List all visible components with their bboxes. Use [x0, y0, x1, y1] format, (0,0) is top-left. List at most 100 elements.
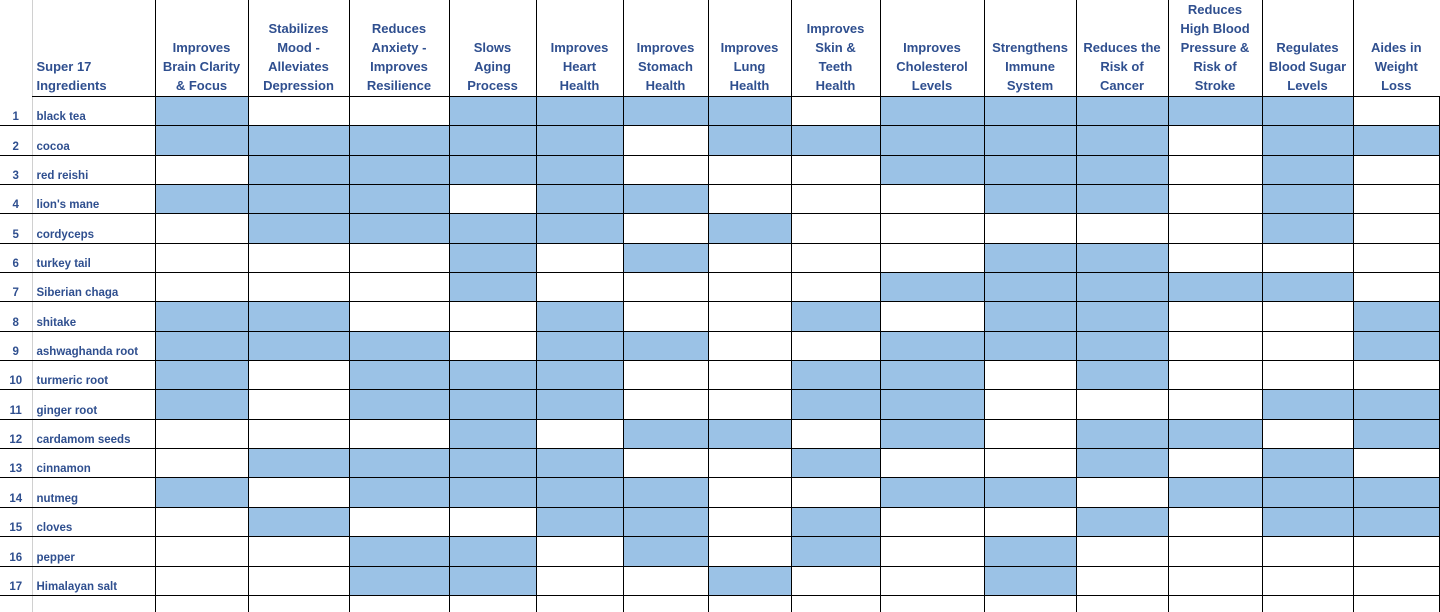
- benefit-header[interactable]: Reduces the Risk of Cancer: [1075, 0, 1168, 97]
- benefit-cell-empty[interactable]: [983, 448, 1077, 479]
- benefit-cell-marked[interactable]: [247, 184, 350, 215]
- benefit-cell-empty[interactable]: [1075, 536, 1169, 567]
- benefit-cell-marked[interactable]: [535, 477, 624, 508]
- row-number[interactable]: 1: [0, 96, 32, 127]
- benefit-cell-empty[interactable]: [1075, 565, 1169, 596]
- benefit-cell-marked[interactable]: [348, 389, 450, 420]
- benefit-header[interactable]: Improves Skin & Teeth Health: [790, 0, 880, 97]
- empty-cell[interactable]: [707, 594, 792, 612]
- ingredient-name[interactable]: red reishi: [31, 154, 156, 186]
- benefit-cell-marked[interactable]: [535, 154, 624, 186]
- benefit-cell-empty[interactable]: [879, 301, 985, 332]
- benefit-cell-marked[interactable]: [879, 477, 985, 508]
- benefit-cell-marked[interactable]: [983, 184, 1077, 215]
- benefit-cell-empty[interactable]: [154, 536, 249, 567]
- benefit-cell-marked[interactable]: [879, 389, 985, 420]
- benefit-cell-marked[interactable]: [247, 448, 350, 479]
- benefit-cell-empty[interactable]: [154, 213, 249, 244]
- benefit-cell-empty[interactable]: [622, 389, 709, 420]
- benefit-cell-empty[interactable]: [154, 242, 249, 274]
- benefit-cell-marked[interactable]: [448, 272, 537, 303]
- benefit-cell-marked[interactable]: [622, 95, 709, 127]
- benefit-header[interactable]: Improves Lung Health: [707, 0, 791, 97]
- benefit-cell-marked[interactable]: [983, 565, 1077, 596]
- benefit-cell-marked[interactable]: [448, 536, 537, 567]
- benefit-cell-empty[interactable]: [622, 565, 709, 596]
- benefit-cell-empty[interactable]: [1261, 536, 1354, 567]
- empty-cell[interactable]: [1167, 594, 1263, 612]
- benefit-cell-marked[interactable]: [1075, 448, 1169, 479]
- benefit-cell-marked[interactable]: [154, 125, 249, 156]
- benefit-cell-empty[interactable]: [1167, 213, 1263, 244]
- row-number[interactable]: 13: [0, 448, 32, 479]
- ingredient-name[interactable]: cinnamon: [31, 448, 156, 479]
- benefit-header[interactable]: Improves Stomach Health: [622, 0, 708, 97]
- benefit-cell-marked[interactable]: [1075, 154, 1169, 186]
- benefit-cell-marked[interactable]: [348, 536, 450, 567]
- row-number[interactable]: 4: [0, 184, 32, 215]
- benefit-cell-marked[interactable]: [1167, 477, 1263, 508]
- benefit-cell-empty[interactable]: [247, 272, 350, 303]
- benefit-cell-empty[interactable]: [707, 448, 792, 479]
- benefit-cell-marked[interactable]: [983, 536, 1077, 567]
- ingredient-name[interactable]: cordyceps: [31, 213, 156, 244]
- benefit-header[interactable]: Improves Brain Clarity & Focus: [154, 0, 248, 97]
- benefit-cell-marked[interactable]: [448, 213, 537, 244]
- benefit-cell-empty[interactable]: [348, 301, 450, 332]
- benefit-cell-marked[interactable]: [247, 154, 350, 186]
- benefit-cell-marked[interactable]: [790, 536, 881, 567]
- benefit-cell-marked[interactable]: [790, 125, 881, 156]
- benefit-cell-marked[interactable]: [1075, 242, 1169, 274]
- benefit-cell-marked[interactable]: [879, 330, 985, 362]
- benefit-cell-marked[interactable]: [790, 389, 881, 420]
- benefit-cell-marked[interactable]: [622, 330, 709, 362]
- benefit-cell-empty[interactable]: [247, 242, 350, 274]
- benefit-cell-empty[interactable]: [622, 360, 709, 391]
- benefit-cell-marked[interactable]: [535, 95, 624, 127]
- benefit-cell-empty[interactable]: [707, 477, 792, 508]
- ingredient-name[interactable]: Siberian chaga: [31, 272, 156, 303]
- benefit-cell-empty[interactable]: [1352, 536, 1440, 567]
- benefit-cell-marked[interactable]: [1261, 272, 1354, 303]
- benefit-cell-empty[interactable]: [535, 536, 624, 567]
- empty-cell[interactable]: [154, 594, 249, 612]
- benefit-cell-empty[interactable]: [1261, 330, 1354, 362]
- benefit-cell-empty[interactable]: [983, 213, 1077, 244]
- benefit-cell-empty[interactable]: [707, 536, 792, 567]
- benefit-header[interactable]: Reduces High Blood Pressure & Risk of St…: [1167, 0, 1262, 97]
- benefit-cell-marked[interactable]: [1075, 95, 1169, 127]
- benefit-cell-marked[interactable]: [622, 418, 709, 450]
- benefit-cell-empty[interactable]: [348, 506, 450, 538]
- benefit-cell-empty[interactable]: [1167, 330, 1263, 362]
- benefit-cell-marked[interactable]: [1075, 330, 1169, 362]
- empty-cell[interactable]: [879, 594, 985, 612]
- benefit-cell-empty[interactable]: [1167, 154, 1263, 186]
- benefit-cell-marked[interactable]: [535, 448, 624, 479]
- benefit-cell-marked[interactable]: [879, 95, 985, 127]
- benefit-cell-marked[interactable]: [448, 360, 537, 391]
- benefit-cell-marked[interactable]: [448, 125, 537, 156]
- benefit-cell-empty[interactable]: [1075, 213, 1169, 244]
- benefit-cell-empty[interactable]: [790, 242, 881, 274]
- benefit-cell-marked[interactable]: [1075, 125, 1169, 156]
- benefit-cell-marked[interactable]: [1352, 389, 1440, 420]
- ingredient-name[interactable]: shitake: [31, 301, 156, 332]
- benefit-cell-empty[interactable]: [1167, 242, 1263, 274]
- benefit-cell-empty[interactable]: [154, 448, 249, 479]
- row-number[interactable]: 17: [0, 566, 32, 596]
- benefit-cell-empty[interactable]: [348, 242, 450, 274]
- benefit-cell-marked[interactable]: [707, 95, 792, 127]
- row-number[interactable]: 5: [0, 213, 32, 244]
- benefit-cell-marked[interactable]: [879, 272, 985, 303]
- benefit-cell-empty[interactable]: [790, 272, 881, 303]
- row-number[interactable]: 6: [0, 243, 32, 274]
- ingredient-name[interactable]: lion's mane: [31, 184, 156, 215]
- benefit-cell-marked[interactable]: [535, 213, 624, 244]
- benefit-cell-empty[interactable]: [622, 301, 709, 332]
- ingredient-name[interactable]: turkey tail: [31, 242, 156, 274]
- benefit-cell-empty[interactable]: [1261, 301, 1354, 332]
- benefit-cell-marked[interactable]: [348, 330, 450, 362]
- benefit-header[interactable]: Regulates Blood Sugar Levels: [1261, 0, 1353, 97]
- ingredient-name[interactable]: Himalayan salt: [31, 565, 156, 596]
- benefit-cell-marked[interactable]: [983, 477, 1077, 508]
